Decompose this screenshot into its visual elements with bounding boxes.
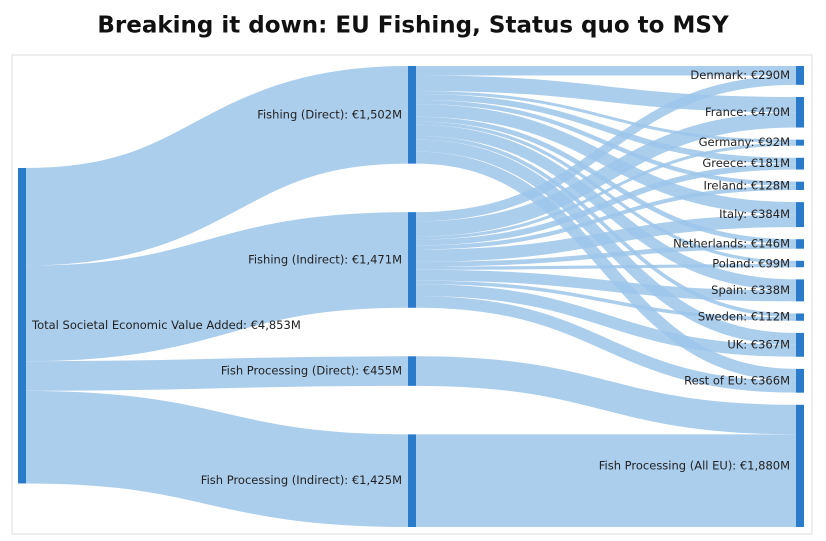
node-label: Spain: €338M (711, 283, 790, 297)
node (796, 96, 804, 128)
node-label: Fish Processing (Direct): €455M (221, 364, 402, 378)
chart-title: Breaking it down: EU Fishing, Status quo… (97, 13, 729, 39)
link (415, 185, 797, 250)
node-label: Netherlands: €146M (673, 236, 790, 250)
node (796, 313, 804, 321)
node (796, 181, 804, 190)
node (796, 239, 804, 249)
link (25, 390, 409, 528)
node-label: Denmark: €290M (690, 68, 790, 82)
node (408, 434, 416, 527)
node (18, 168, 26, 484)
link (415, 112, 797, 237)
link (415, 142, 797, 240)
node (796, 332, 804, 357)
node-label: Greece: €181M (702, 156, 790, 170)
chart-frame (11, 54, 813, 535)
link (415, 104, 797, 215)
node (408, 212, 416, 308)
node (796, 260, 804, 268)
node-label: Total Societal Economic Value Added: €4,… (31, 318, 301, 332)
node (796, 66, 804, 85)
node-label: Fishing (Direct): €1,502M (257, 107, 402, 121)
link (415, 280, 797, 321)
node-label: Sweden: €112M (698, 310, 790, 324)
link (415, 75, 797, 222)
link (415, 284, 797, 357)
link (415, 93, 797, 164)
node-label: Germany: €92M (699, 135, 790, 149)
node-label: UK: €367M (727, 337, 790, 351)
link (415, 356, 797, 435)
link (415, 295, 797, 393)
link (415, 90, 797, 143)
link (415, 75, 797, 113)
node-label: Fish Processing (Indirect): €1,425M (201, 473, 402, 487)
node (796, 368, 804, 393)
node (796, 202, 804, 228)
node-label: Fish Processing (All EU): €1,880M (599, 458, 790, 472)
link (415, 135, 797, 318)
link (415, 244, 797, 267)
node (796, 139, 804, 146)
node-label: Poland: €99M (712, 257, 790, 271)
link (25, 66, 409, 266)
link (415, 121, 797, 265)
node-label: Rest of EU: €366M (684, 373, 790, 387)
link (415, 214, 797, 262)
node-label: Fishing (Indirect): €1,471M (248, 252, 402, 266)
node-label: Ireland: €128M (704, 178, 791, 192)
node (796, 404, 804, 527)
link (415, 264, 797, 270)
node-label: France: €470M (705, 105, 790, 119)
node (796, 279, 804, 302)
node (796, 157, 804, 170)
node (408, 66, 416, 164)
node (408, 356, 416, 386)
link (415, 163, 797, 246)
link (25, 356, 409, 391)
link (25, 212, 409, 362)
node-label: Italy: €384M (719, 207, 790, 221)
link (415, 269, 797, 302)
